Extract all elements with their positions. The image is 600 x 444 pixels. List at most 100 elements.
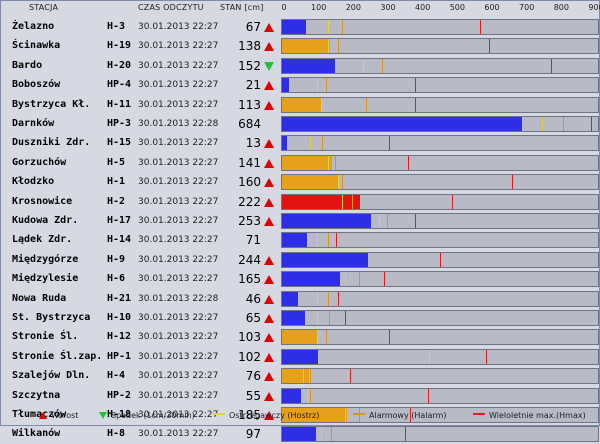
station-name: Nowa Ruda bbox=[12, 292, 67, 304]
level-bar bbox=[281, 213, 599, 229]
reading-time: 30.01.2013 22:27 bbox=[138, 60, 219, 71]
station-row[interactable]: Międzygórze H-9 30.01.2013 22:27 244 bbox=[1, 251, 600, 270]
water-level-value: 165 bbox=[238, 272, 261, 287]
table-header: STACJA CZAS ODCZYTU STAN [cm] 0 100 200 300… bbox=[1, 1, 600, 17]
water-level-value: 185 bbox=[238, 408, 261, 422]
station-name: Szczytna bbox=[12, 389, 61, 401]
station-row[interactable]: Wilkanów H-8 30.01.2013 22:27 97 bbox=[1, 425, 600, 444]
water-level-value: 76 bbox=[245, 369, 261, 384]
station-name: Krosnowice bbox=[12, 195, 73, 207]
station-column-header: STACJA bbox=[29, 3, 59, 12]
warning-threshold-mark bbox=[341, 194, 343, 209]
level-bar bbox=[281, 348, 599, 365]
alarm-threshold-mark bbox=[341, 20, 343, 34]
alarm-threshold-mark bbox=[366, 97, 368, 112]
level-bar bbox=[281, 290, 599, 307]
station-row[interactable]: Nowa Ruda H-21 30.01.2013 22:28 46 bbox=[1, 290, 600, 309]
level-bar bbox=[281, 407, 599, 423]
station-row[interactable]: Bystrzyca Kł. H-11 30.01.2013 22:27 113 bbox=[1, 96, 600, 115]
legend: Wzrost Spadek (1cm/30min) Ostrzegawczy (… bbox=[1, 406, 600, 426]
warning-threshold-mark bbox=[317, 291, 319, 306]
max-level-mark bbox=[415, 97, 417, 112]
scale-tick-label: 100 bbox=[311, 3, 327, 12]
level-column-header: STAN [cm] bbox=[220, 3, 264, 12]
trend-up-icon bbox=[264, 275, 274, 285]
station-row[interactable]: Stronie Śl.zap. HP-1 30.01.2013 22:27 102 bbox=[1, 348, 600, 367]
alarm-threshold-mark bbox=[331, 427, 333, 442]
legend-fall: Spadek (1cm/30min) bbox=[99, 411, 195, 420]
reading-time: 30.01.2013 22:27 bbox=[138, 390, 219, 401]
warning-threshold-mark bbox=[320, 97, 322, 112]
trend-up-icon bbox=[264, 23, 274, 32]
station-row[interactable]: Kudowa Zdr. H-17 30.01.2013 22:27 253 bbox=[1, 212, 600, 231]
station-row[interactable]: Lądek Zdr. H-14 30.01.2013 22:27 71 bbox=[1, 231, 600, 250]
reading-time: 30.01.2013 22:27 bbox=[138, 22, 219, 32]
level-bar-fill bbox=[282, 427, 317, 442]
station-name: Kłodzko bbox=[12, 176, 55, 188]
station-row[interactable]: Kłodzko H-1 30.01.2013 22:27 160 bbox=[1, 173, 600, 192]
scale-tick-label: 900 bbox=[588, 3, 600, 12]
station-row[interactable]: Stronie Śl. H-12 30.01.2013 22:27 103 bbox=[1, 328, 600, 347]
level-bar-fill bbox=[282, 388, 302, 403]
alarm-threshold-mark bbox=[341, 175, 343, 190]
water-level-value: 13 bbox=[245, 136, 261, 151]
level-bar-fill bbox=[282, 330, 319, 345]
max-level-mark bbox=[350, 369, 352, 384]
warning-threshold-mark bbox=[327, 39, 329, 54]
level-bar bbox=[281, 368, 599, 385]
scale-tick-label: 700 bbox=[519, 3, 535, 12]
station-row[interactable]: Szalejów Dln. H-4 30.01.2013 22:27 76 bbox=[1, 367, 600, 386]
level-bar-fill bbox=[282, 117, 523, 131]
reading-time: 30.01.2013 22:27 bbox=[138, 99, 219, 110]
station-row[interactable]: Ścinawka H-19 30.01.2013 22:27 138 bbox=[1, 37, 600, 56]
station-code: H-20 bbox=[107, 59, 132, 71]
station-row[interactable]: Szczytna HP-2 30.01.2013 22:27 55 bbox=[1, 387, 600, 406]
level-bar bbox=[281, 135, 599, 152]
station-row[interactable]: Bardo H-20 30.01.2013 22:27 152 bbox=[1, 57, 600, 76]
station-name: Wilkanów bbox=[12, 428, 61, 440]
level-bar bbox=[281, 96, 599, 113]
alarm-threshold-mark bbox=[387, 214, 389, 228]
trend-up-icon bbox=[264, 197, 274, 207]
trend-up-icon bbox=[264, 314, 274, 323]
reading-time: 30.01.2013 22:27 bbox=[138, 254, 219, 265]
max-level-mark bbox=[345, 311, 347, 325]
warning-threshold-mark bbox=[362, 58, 364, 73]
reading-time: 30.01.2013 22:28 bbox=[138, 293, 219, 304]
station-name: Bardo bbox=[12, 59, 43, 71]
max-level-mark bbox=[410, 408, 412, 422]
reading-time: 30.01.2013 22:27 bbox=[138, 371, 219, 382]
station-row[interactable]: Duszniki Zdr. H-15 30.01.2013 22:27 13 bbox=[1, 134, 600, 153]
station-name: Stronie Śl.zap. bbox=[12, 350, 103, 362]
level-bar bbox=[281, 38, 599, 55]
trend-up-icon bbox=[264, 411, 274, 420]
alarm-threshold-mark bbox=[562, 117, 564, 131]
warning-threshold-mark bbox=[303, 369, 305, 384]
trend-up-icon bbox=[264, 158, 274, 168]
legend-warning-label: Ostrzegawczy (Hostrz) bbox=[229, 411, 320, 420]
station-row[interactable]: St. Bystrzyca H-10 30.01.2013 22:27 65 bbox=[1, 309, 600, 328]
trend-up-icon bbox=[264, 391, 274, 401]
station-row[interactable]: Darnków HP-3 30.01.2013 22:28 684 bbox=[1, 115, 600, 134]
station-row[interactable]: Gorzuchów H-5 30.01.2013 22:27 141 bbox=[1, 154, 600, 173]
station-name: Duszniki Zdr. bbox=[12, 137, 91, 149]
max-level-mark bbox=[408, 155, 410, 170]
station-code: H-2 bbox=[107, 195, 126, 207]
scale-tick-label: 800 bbox=[553, 3, 569, 12]
station-row[interactable]: Żelazno H-3 30.01.2013 22:27 67 bbox=[1, 18, 600, 37]
reading-time: 30.01.2013 22:27 bbox=[138, 313, 219, 323]
max-level-mark bbox=[511, 175, 513, 190]
warning-threshold-mark bbox=[378, 214, 380, 228]
max-level-mark bbox=[389, 330, 391, 345]
reading-time: 30.01.2013 22:27 bbox=[138, 274, 219, 285]
station-row[interactable]: Międzylesie H-6 30.01.2013 22:27 165 bbox=[1, 270, 600, 289]
reading-time: 30.01.2013 22:28 bbox=[138, 119, 219, 129]
station-row[interactable]: Krosnowice H-2 30.01.2013 22:27 222 bbox=[1, 193, 600, 212]
station-name: Międzylesie bbox=[12, 273, 79, 285]
level-bar-fill bbox=[282, 175, 339, 190]
warning-threshold-mark bbox=[345, 408, 347, 422]
station-name: Żelazno bbox=[12, 21, 55, 32]
station-row[interactable]: Boboszów HP-4 30.01.2013 22:27 21 bbox=[1, 76, 600, 95]
alarm-line-icon bbox=[353, 413, 365, 415]
level-bar bbox=[281, 310, 599, 326]
